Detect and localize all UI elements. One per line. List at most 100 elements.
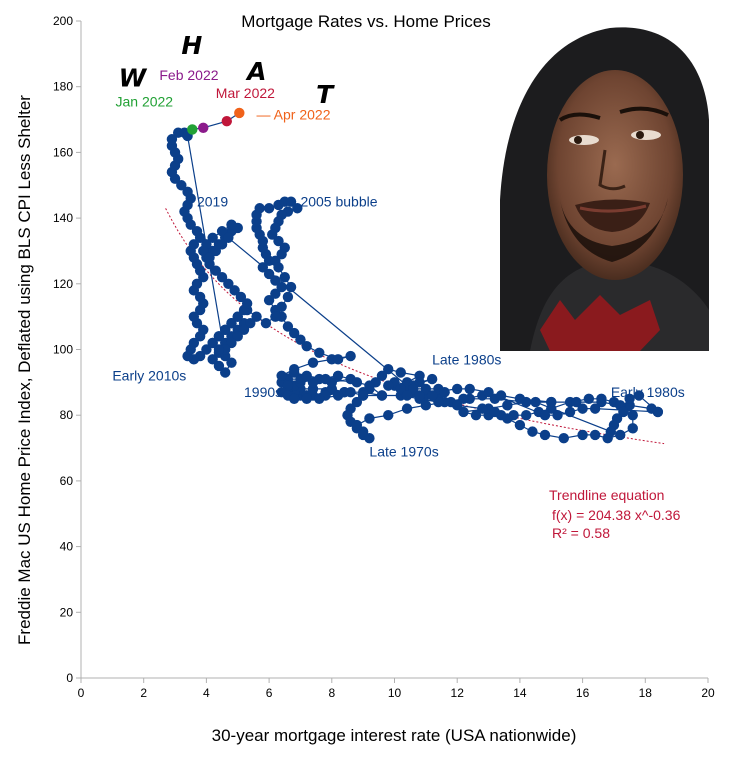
chart-title: Mortgage Rates vs. Home Prices <box>241 12 490 31</box>
data-point <box>558 432 569 444</box>
data-point <box>260 318 272 329</box>
data-point <box>191 226 203 237</box>
data-point <box>495 390 507 401</box>
data-point <box>345 387 356 398</box>
data-point <box>270 311 281 322</box>
meme-letter: H <box>181 31 202 60</box>
data-point <box>589 403 601 414</box>
data-point <box>627 423 638 434</box>
data-point <box>320 373 331 385</box>
data-point <box>364 413 375 424</box>
data-point <box>605 426 617 437</box>
data-point <box>288 364 300 375</box>
data-point <box>458 406 469 418</box>
data-point <box>458 393 469 404</box>
annotation: — Apr 2022 <box>257 107 331 123</box>
data-point <box>571 396 582 408</box>
data-point <box>376 370 388 381</box>
x-tick-label: 4 <box>203 686 210 700</box>
data-point <box>166 134 178 145</box>
data-point <box>191 278 203 289</box>
data-point <box>314 393 325 404</box>
data-point <box>198 245 209 257</box>
annotation: Mar 2022 <box>216 85 275 101</box>
y-tick-label: 60 <box>60 474 74 488</box>
series-2022-points <box>187 107 245 135</box>
x-axis-label: 30-year mortgage interest rate (USA nati… <box>212 726 577 745</box>
annotations: 2019 2005 bubble Early 2010s 1990s Late 1980… <box>112 67 684 459</box>
y-tick-label: 200 <box>53 14 73 28</box>
data-point <box>364 380 375 391</box>
x-tick-label: 20 <box>701 686 715 700</box>
meme-letters: W H A T <box>119 31 336 109</box>
data-point <box>226 337 237 349</box>
data-point <box>383 364 394 375</box>
data-point <box>307 377 319 388</box>
data-point <box>276 249 287 260</box>
data-point <box>627 410 638 421</box>
y-ticks: 0 20 40 60 80 100 120 140 160 180 200 <box>53 14 81 685</box>
x-tick-label: 8 <box>328 686 335 700</box>
data-point <box>426 373 438 385</box>
data-point <box>439 387 450 398</box>
data-point <box>254 203 265 214</box>
data-point <box>207 354 218 365</box>
data-point <box>188 239 200 250</box>
data-point <box>470 410 482 421</box>
data-point <box>502 413 513 424</box>
data-point <box>420 400 432 411</box>
data-point <box>301 393 312 404</box>
data-point <box>188 337 200 349</box>
data-point <box>270 288 281 299</box>
y-tick-label: 20 <box>60 605 74 619</box>
annotation: Early 1980s <box>611 384 685 400</box>
data-point <box>596 396 607 408</box>
annotation: Jan 2022 <box>115 93 173 109</box>
data-point <box>226 219 237 230</box>
data-point <box>226 318 237 329</box>
data-point <box>395 367 406 378</box>
y-tick-label: 120 <box>53 277 73 291</box>
data-point <box>273 262 284 273</box>
data-point <box>332 370 344 381</box>
data-point-2022 <box>234 107 245 119</box>
data-point <box>276 301 287 312</box>
x-tick-label: 14 <box>513 686 527 700</box>
data-point <box>198 324 209 335</box>
data-point <box>577 429 588 441</box>
data-point <box>408 383 419 395</box>
annotation: Late 1980s <box>432 351 501 367</box>
data-point-2022 <box>198 122 209 133</box>
data-point <box>207 232 218 244</box>
data-point <box>615 429 626 441</box>
data-point <box>220 324 231 335</box>
data-point <box>282 291 294 303</box>
annotation: Feb 2022 <box>159 67 218 83</box>
data-point <box>263 203 275 214</box>
data-point <box>624 393 635 404</box>
annotation: 2019 <box>197 194 228 210</box>
y-tick-label: 40 <box>60 540 74 554</box>
data-point <box>539 429 551 441</box>
x-tick-label: 2 <box>140 686 147 700</box>
data-point <box>314 347 325 358</box>
data-point <box>201 344 212 355</box>
data-point <box>295 334 306 345</box>
data-point <box>232 331 243 342</box>
data-point <box>351 396 363 408</box>
data-point <box>414 390 425 401</box>
meme-letter: A <box>245 57 266 86</box>
data-point <box>452 400 463 411</box>
data-point <box>564 406 576 418</box>
data-point <box>383 380 394 391</box>
trendline-equation-box: Trendline equation f(x) = 204.38 x^-0.36… <box>549 487 681 541</box>
data-point <box>276 281 287 293</box>
y-tick-label: 0 <box>66 671 73 685</box>
data-point <box>232 311 243 322</box>
y-tick-label: 100 <box>53 343 73 357</box>
data-point <box>577 403 588 414</box>
data-point <box>301 370 312 381</box>
data-point <box>383 410 394 421</box>
data-point <box>401 403 413 414</box>
